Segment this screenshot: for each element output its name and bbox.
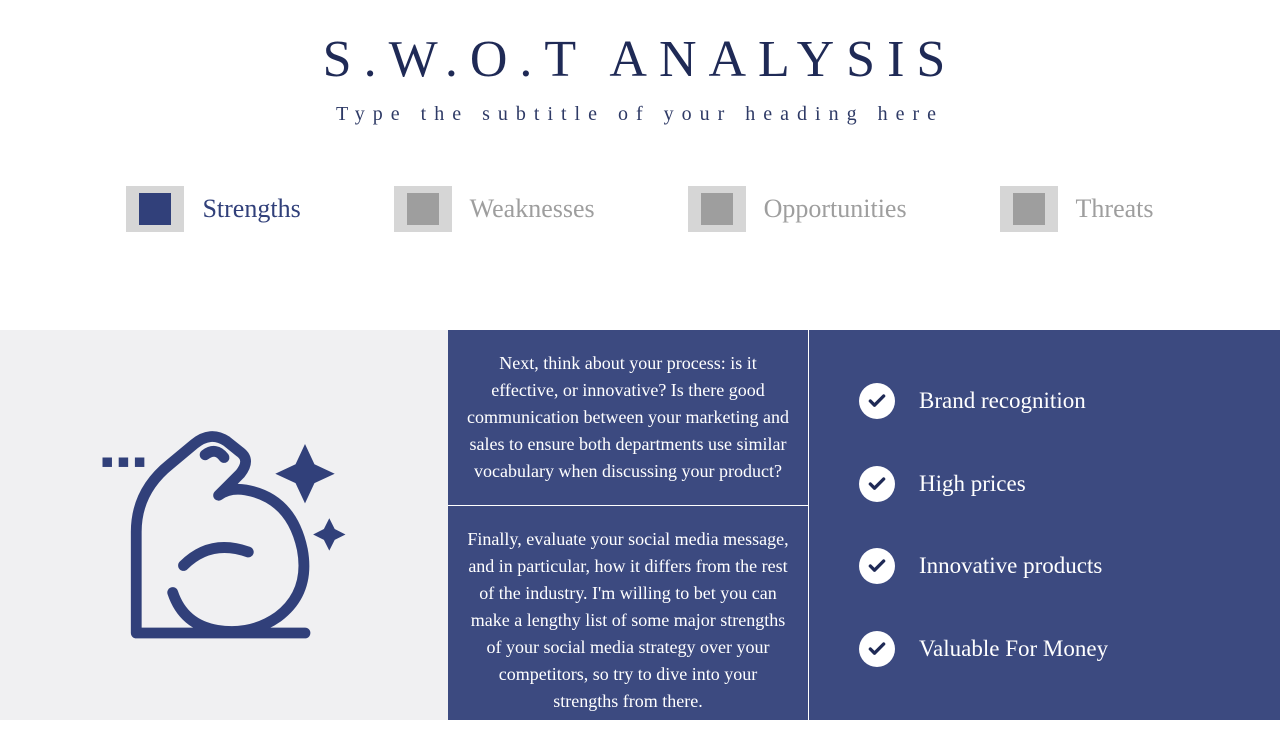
tabs-row: Strengths Weaknesses Opportunities Threa… [80, 186, 1200, 232]
bullet-label: Brand recognition [919, 388, 1086, 414]
check-icon [859, 466, 895, 502]
panel-illustration [0, 330, 448, 720]
content-row: Next, think about your process: is it ef… [0, 330, 1280, 720]
tab-threats[interactable]: Threats [1000, 186, 1154, 232]
tab-label: Opportunities [764, 194, 907, 224]
check-icon [859, 631, 895, 667]
panel-description: Next, think about your process: is it ef… [448, 330, 808, 720]
check-icon [859, 548, 895, 584]
flexed-arm-icon [89, 390, 359, 660]
bullet-item: Valuable For Money [859, 631, 1230, 667]
tab-label: Strengths [202, 194, 300, 224]
tab-marker [1000, 186, 1058, 232]
tab-weaknesses[interactable]: Weaknesses [394, 186, 595, 232]
page-subtitle: Type the subtitle of your heading here [0, 103, 1280, 126]
tab-marker [688, 186, 746, 232]
header: S.W.O.T ANALYSIS Type the subtitle of yo… [0, 0, 1280, 126]
bullet-label: Valuable For Money [919, 636, 1108, 662]
panel-bullets: Brand recognition High prices Innovative… [808, 330, 1280, 720]
tab-opportunities[interactable]: Opportunities [688, 186, 907, 232]
tab-strengths[interactable]: Strengths [126, 186, 300, 232]
bullet-label: High prices [919, 471, 1026, 497]
tab-label: Weaknesses [470, 194, 595, 224]
bullet-item: Brand recognition [859, 383, 1230, 419]
bullet-label: Innovative products [919, 553, 1102, 579]
paragraph-1: Next, think about your process: is it ef… [448, 330, 808, 506]
page-title: S.W.O.T ANALYSIS [0, 30, 1280, 89]
bullet-item: Innovative products [859, 548, 1230, 584]
check-icon [859, 383, 895, 419]
paragraph-2: Finally, evaluate your social media mess… [448, 506, 808, 735]
tab-label: Threats [1076, 194, 1154, 224]
tab-marker [394, 186, 452, 232]
tab-marker [126, 186, 184, 232]
bullet-item: High prices [859, 466, 1230, 502]
